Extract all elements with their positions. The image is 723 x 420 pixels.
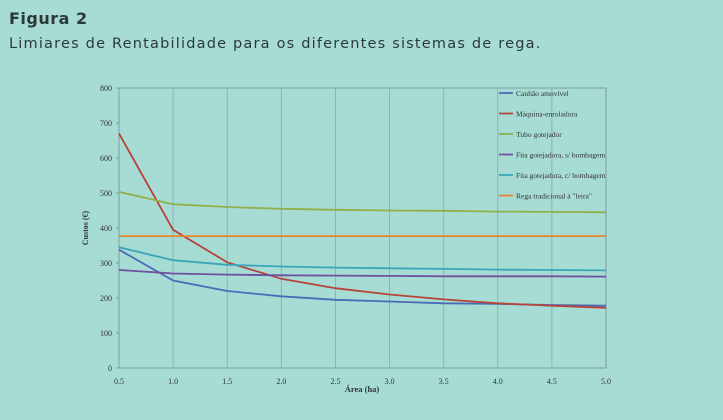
legend-label: Rega tradicional à "leira" [516,192,592,201]
y-tick-label: 200 [100,294,112,303]
legend: Canhão amovível Máquina-enroladora Tubo go… [499,89,606,201]
y-axis-label: Custos (€) [81,210,90,245]
x-tick-label: 1.5 [222,377,232,386]
x-tick-label: 3.5 [439,377,449,386]
figure-label: Figura 2 [9,9,88,28]
legend-label: Tubo gotejador [516,130,562,139]
legend-label: Fita gotejadora, c/ bombagem [516,171,606,180]
y-tick-label: 300 [100,259,112,268]
series-line-2 [118,133,607,309]
x-tick-label: 5.0 [601,377,611,386]
x-tick-label: 2.5 [330,377,340,386]
x-tick-label: 0.5 [114,377,124,386]
legend-label: Canhão amovível [516,89,569,98]
legend-label: Fita gotejadora, s/ bombagem [516,151,605,160]
x-tick-label: 4.5 [547,377,557,386]
y-tick-label: 600 [100,154,112,163]
series-line-3 [118,191,607,214]
x-tick-label: 2.0 [276,377,286,386]
y-tick-label: 0 [108,364,112,373]
series-line-5 [118,246,607,272]
y-tick-label: 400 [100,224,112,233]
y-tick-label: 800 [100,84,112,93]
x-tick-label: 1.0 [168,377,178,386]
series-line-4 [118,269,607,278]
y-tick-label: 700 [100,119,112,128]
x-axis-label: Área (ha) [345,384,380,394]
y-tick-label: 500 [100,189,112,198]
grid-lines [172,88,553,368]
figure-title: Limiares de Rentabilidade para os difere… [9,36,542,52]
axes: 0.5 1.0 1.5 2.0 2.5 3.0 3.5 4.0 4.5 5.0 0 100 200 300… [100,84,611,386]
x-tick-label: 4.0 [493,377,503,386]
legend-label: Máquina-enroladora [516,110,578,119]
y-tick-label: 100 [100,329,112,338]
plot-area [118,87,607,369]
series-lines [118,133,607,309]
x-tick-label: 3.0 [385,377,395,386]
